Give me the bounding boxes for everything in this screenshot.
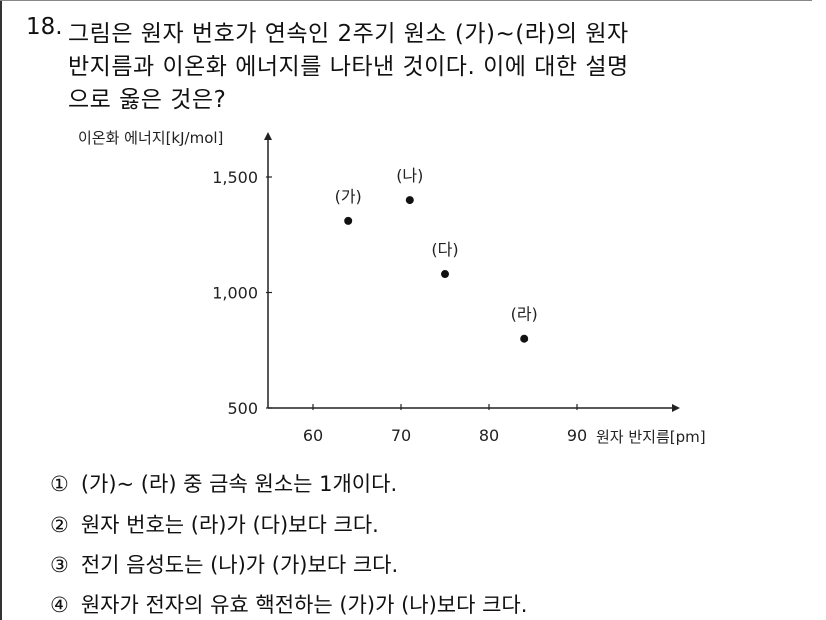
choice-3-text: 전기 음성도는 (나)가 (가)보다 크다.	[80, 553, 399, 577]
data-point-4	[520, 334, 529, 343]
question-line-1: 그림은 원자 번호가 연속인 2주기 원소 (가)~(라)의 원자	[68, 21, 629, 47]
x-tick-label-3: 80	[479, 426, 499, 445]
choice-3[interactable]: ③ 전기 음성도는 (나)가 (가)보다 크다.	[50, 549, 398, 579]
choice-1-text: (가)~ (라) 중 금속 원소는 1개이다.	[80, 472, 398, 496]
y-tick-label-1: 500	[227, 399, 258, 418]
data-point-label-4: (라)	[511, 305, 538, 324]
choice-4-number: ④	[50, 593, 69, 617]
data-point-3	[441, 270, 449, 279]
chart-marks: 500 1,000 1,500 60 70 80 90 (가) (나) (다) (라)	[212, 132, 680, 445]
data-point-2	[405, 196, 414, 205]
data-point-label-2: (나)	[396, 166, 423, 185]
choice-2-number: ②	[50, 513, 69, 537]
data-point-label-1: (가)	[335, 187, 362, 206]
top-border	[0, 0, 812, 1]
choice-4-text: 원자가 전자의 유효 핵전하는 (가)가 (나)보다 크다.	[80, 593, 528, 617]
y-axis-arrow	[264, 132, 272, 140]
left-border	[0, 0, 2, 620]
x-axis-arrow	[672, 404, 680, 412]
x-tick-label-2: 70	[391, 426, 411, 445]
choice-1-number: ①	[50, 472, 69, 496]
data-point-label-3: (다)	[431, 240, 458, 259]
y-tick-label-3: 1,500	[212, 168, 258, 187]
question-number: 18.	[26, 14, 63, 40]
x-tick-label-4: 90	[567, 426, 587, 445]
y-axis-label: 이온화 에너지[kJ/mol]	[78, 129, 223, 147]
y-tick-label-2: 1,000	[212, 284, 258, 303]
x-axis-label: 원자 반지름[pm]	[596, 428, 706, 446]
choice-1[interactable]: ① (가)~ (라) 중 금속 원소는 1개이다.	[50, 468, 397, 498]
question-line-2: 반지름과 이온화 에너지를 나타낸 것이다. 이에 대한 설명	[68, 54, 629, 80]
choice-4[interactable]: ④ 원자가 전자의 유효 핵전하는 (가)가 (나)보다 크다.	[50, 589, 527, 619]
data-point-1	[344, 216, 353, 225]
x-tick-label-1: 60	[303, 426, 323, 445]
question-line-3: 으로 옳은 것은?	[68, 87, 227, 113]
choice-2-text: 원자 번호는 (라)가 (다)보다 크다.	[80, 513, 379, 537]
choice-3-number: ③	[50, 553, 69, 577]
choice-2[interactable]: ② 원자 번호는 (라)가 (다)보다 크다.	[50, 509, 379, 539]
